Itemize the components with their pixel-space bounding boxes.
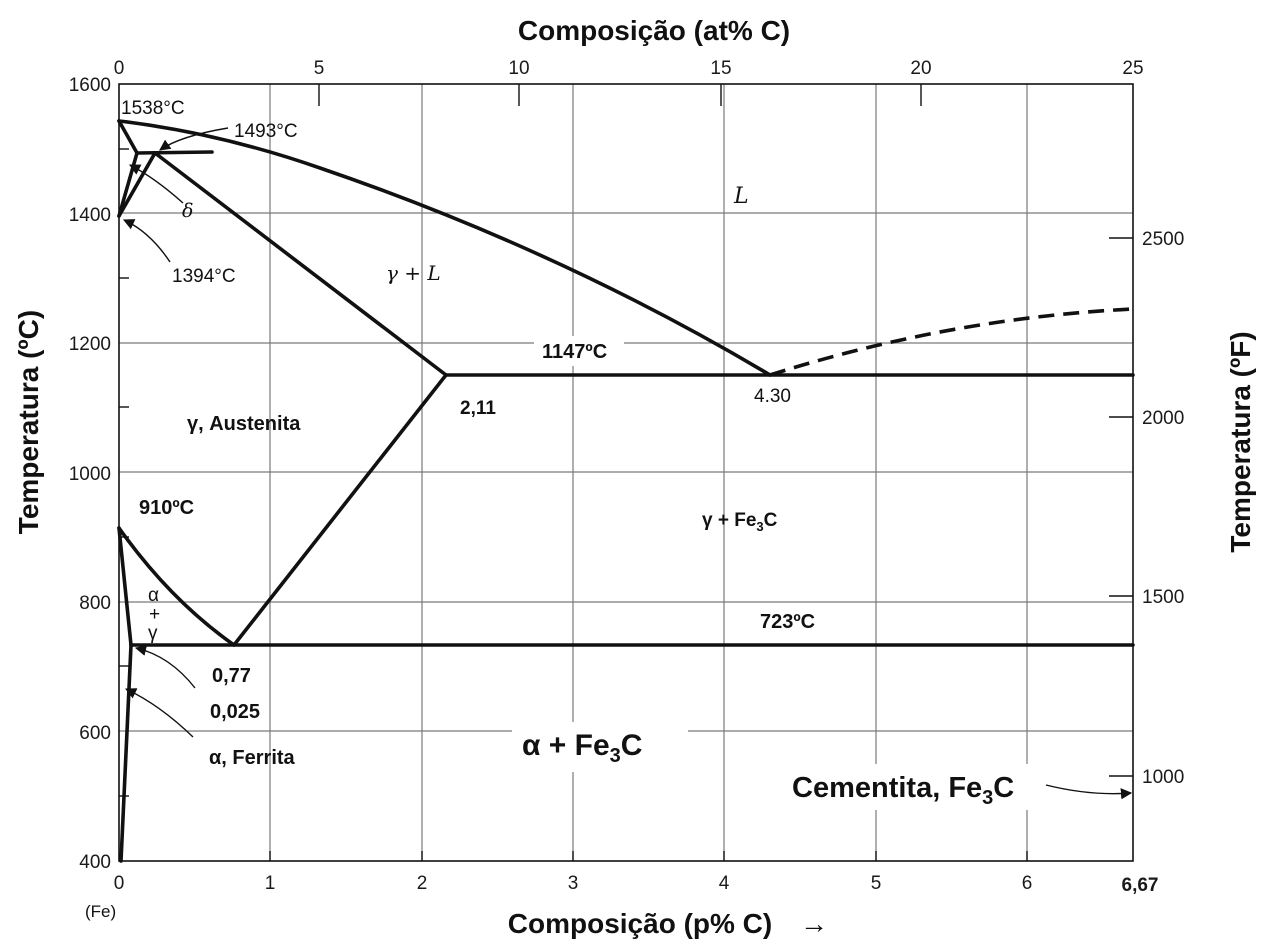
- left-tick-label: 1000: [69, 464, 111, 485]
- label-gamma-fe3c-sub: 3: [756, 519, 763, 534]
- bottom-tick-label: 5: [871, 873, 882, 894]
- arrow-0025: [124, 688, 194, 738]
- label-430: 4.30: [754, 386, 791, 407]
- label-723: 723ºC: [760, 611, 815, 633]
- a3-line: [117, 526, 236, 647]
- label-gamma-l: γ + L: [386, 261, 441, 285]
- right-axis-title: Temperatura (ºF): [1225, 331, 1256, 552]
- grid: [119, 84, 1133, 861]
- left-tick-label: 600: [79, 723, 111, 744]
- left-tick-label: 800: [79, 593, 111, 614]
- label-cementita-sub: 3: [982, 787, 993, 809]
- label-077: 0,77: [212, 665, 251, 687]
- label-1394: 1394°C: [172, 266, 236, 287]
- leader-arrows: [122, 127, 1133, 800]
- bottom-tick-label: 4: [719, 873, 730, 894]
- label-delta: δ: [182, 200, 193, 222]
- label-1147: 1147ºC: [542, 341, 607, 363]
- peritectic-line: [135, 150, 214, 155]
- right-tick-label: 2500: [1142, 229, 1184, 250]
- top-tick-label: 20: [910, 58, 931, 79]
- delta-gamma-lower-line: [117, 151, 157, 218]
- label-austenita: γ, Austenita: [187, 413, 301, 435]
- bottom-tick-label: 6: [1022, 873, 1033, 894]
- top-tick-labels: 0 5 10 15 20 25: [114, 58, 1144, 79]
- right-tick-label: 1000: [1142, 767, 1184, 788]
- top-tick-label: 5: [314, 58, 325, 79]
- annotations: 1538°C 1493°C δ 1394°C L γ + L 1147ºC 4.…: [121, 98, 1014, 809]
- label-0025: 0,025: [210, 701, 260, 723]
- top-tick-label: 10: [508, 58, 529, 79]
- label-bg: [750, 606, 842, 636]
- top-tick-label: 25: [1122, 58, 1143, 79]
- top-axis-title: Composição (at% C): [518, 15, 790, 46]
- label-1493: 1493°C: [234, 121, 298, 142]
- arrow-077: [134, 644, 196, 689]
- label-plus-small: +: [149, 604, 160, 625]
- arrow-1394: [122, 219, 171, 263]
- ferrite-solvus-line: [119, 643, 133, 863]
- label-alpha-fe3c-suffix: C: [621, 729, 643, 762]
- label-211: 2,11: [460, 398, 496, 419]
- top-tick-label: 15: [710, 58, 731, 79]
- bottom-tick-label: 2: [417, 873, 428, 894]
- left-tick-label: 1600: [69, 75, 111, 96]
- left-tick-label: 400: [79, 852, 111, 873]
- right-tick-labels: 1000 1500 2000 2500: [1142, 229, 1184, 788]
- label-cementita: Cementita, Fe3C: [792, 772, 1014, 809]
- label-1538: 1538°C: [121, 98, 185, 119]
- label-gamma-fe3c: γ + Fe3C: [702, 510, 778, 534]
- delta-gamma-upper-line: [117, 151, 139, 218]
- bottom-end-label: 6,67: [1122, 875, 1159, 896]
- left-tick-label: 1400: [69, 205, 111, 226]
- label-gamma-fe3c-suffix: C: [764, 510, 778, 531]
- label-liquid: L: [733, 184, 749, 209]
- label-bg: [512, 722, 688, 772]
- bottom-tick-label: 3: [568, 873, 579, 894]
- right-tick-label: 2000: [1142, 408, 1184, 429]
- label-bg: [786, 764, 1036, 810]
- label-ferrita: α, Ferrita: [209, 747, 296, 769]
- fe-origin-note: (Fe): [85, 902, 116, 921]
- arrow-delta: [129, 164, 184, 204]
- arrow-cementita: [1045, 784, 1133, 800]
- label-gamma-fe3c-prefix: γ + Fe: [702, 510, 756, 531]
- arrow-1493: [159, 127, 229, 151]
- label-alpha-fe3c-prefix: α + Fe: [522, 729, 610, 762]
- phase-boundaries: [117, 119, 1135, 863]
- label-gamma-small: γ: [148, 623, 158, 644]
- label-bg: [534, 336, 624, 366]
- plot-frame: [118, 83, 1134, 862]
- left-tick-labels: 400 600 800 1000 1200 1400 1600: [69, 75, 111, 873]
- label-alpha-fe3c-sub: 3: [610, 745, 621, 767]
- bottom-axis-arrow: →: [800, 908, 828, 939]
- label-910: 910ºC: [139, 497, 194, 519]
- label-cementita-prefix: Cementita, Fe: [792, 772, 982, 804]
- acm-line: [232, 373, 448, 647]
- left-tick-label: 1200: [69, 334, 111, 355]
- label-alpha-small: α: [148, 585, 159, 606]
- delta-solidus-line: [117, 119, 139, 155]
- label-cementita-suffix: C: [993, 772, 1014, 804]
- top-tick-label: 0: [114, 58, 125, 79]
- bottom-axis-title-group: Composição (p% C) →: [508, 908, 828, 939]
- left-axis-title: Temperatura (ºC): [13, 310, 44, 534]
- a3-alpha-line: [117, 526, 133, 647]
- bottom-tick-label: 1: [265, 873, 276, 894]
- label-backgrounds: [512, 336, 1036, 810]
- cementite-liquidus-line: [769, 307, 1134, 377]
- liquidus-line: [117, 119, 772, 377]
- bottom-tick-label: 0: [114, 873, 125, 894]
- bottom-axis-title: Composição (p% C): [508, 908, 772, 939]
- bottom-tick-labels: 0 1 2 3 4 5 6 6,67 (Fe): [85, 873, 1158, 921]
- gamma-solidus-line: [153, 151, 448, 377]
- right-tick-label: 1500: [1142, 587, 1184, 608]
- label-alpha-fe3c: α + Fe3C: [522, 729, 642, 767]
